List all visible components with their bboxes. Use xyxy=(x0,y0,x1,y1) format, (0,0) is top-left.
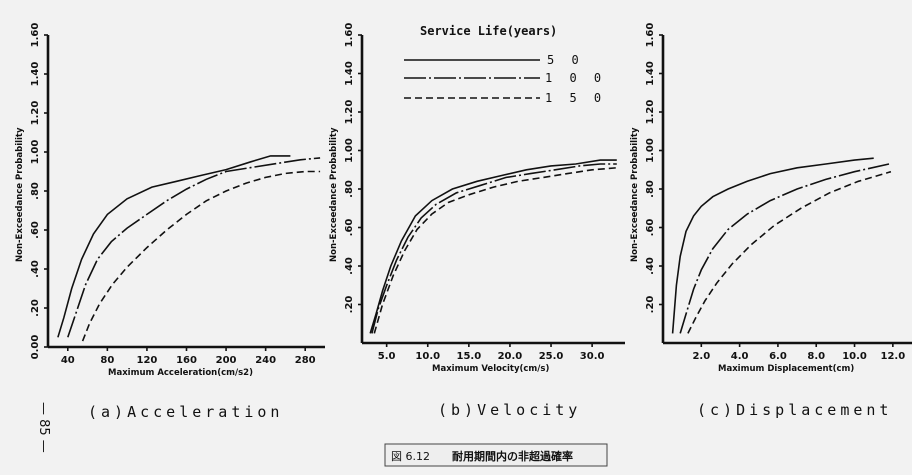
series-line-100 xyxy=(371,163,617,334)
y-tick-label: 1.00 xyxy=(344,138,355,163)
panel-caption: (b)Velocity xyxy=(438,401,581,419)
x-tick-label: 120 xyxy=(136,355,157,366)
y-tick-label: 1.20 xyxy=(344,100,355,125)
x-axis-label: Maximum Acceleration(cm/s2) xyxy=(108,368,253,378)
series-line-100 xyxy=(67,157,321,338)
y-tick-label: .20 xyxy=(30,299,41,317)
y-tick-label: 1.00 xyxy=(645,138,656,163)
y-tick-label: 0.00 xyxy=(30,335,41,360)
y-tick-label: .80 xyxy=(30,182,41,200)
series-line-50 xyxy=(57,155,291,338)
legend: Service Life(years) 5 0 1 0 0 1 5 0 xyxy=(404,24,606,105)
x-axis-label: Maximum Velocity(cm/s) xyxy=(432,364,549,374)
series-line-150 xyxy=(687,170,892,334)
figure-caption-box: 図 6.12 耐用期間内の非超過確率 xyxy=(384,443,608,467)
panel-caption: (a)Acceleration xyxy=(88,403,283,421)
x-axis-label: Maximum Displacement(cm) xyxy=(718,364,854,374)
y-tick-label: 1.60 xyxy=(30,23,41,48)
legend-label-50: 5 0 xyxy=(547,53,584,67)
y-tick-label: .60 xyxy=(645,219,656,237)
chart-panel-1: 0.00 .20 .40 .60 .80 1.00 1.20 1.40 1.60 40 80 120 1… xyxy=(15,23,325,421)
y-tick-label: .60 xyxy=(344,219,355,237)
y-axis-label: Non-Exceedance Probability xyxy=(15,127,25,262)
y-tick-label: .80 xyxy=(344,180,355,198)
y-tick-label: 1.00 xyxy=(30,140,41,165)
y-axis-label: Non-Exceedance Probability xyxy=(630,127,640,262)
y-tick-label: 1.60 xyxy=(645,23,656,48)
y-tick-label: .40 xyxy=(344,257,355,275)
x-tick-label: 25.0 xyxy=(539,351,564,362)
x-tick-label: 240 xyxy=(255,355,276,366)
y-tick-label: .20 xyxy=(344,296,355,314)
x-tick-label: 10.0 xyxy=(415,351,440,362)
figure-title: 耐用期間内の非超過確率 xyxy=(452,449,573,463)
y-tick-label: .60 xyxy=(30,221,41,239)
y-tick-label: .80 xyxy=(645,180,656,198)
legend-title: Service Life(years) xyxy=(420,24,557,38)
y-tick-label: 1.40 xyxy=(645,61,656,86)
x-tick-label: 2.0 xyxy=(692,351,710,362)
y-tick-label: 1.40 xyxy=(30,62,41,87)
panel-caption: (c)Displacement xyxy=(697,401,892,419)
legend-label-100: 1 0 0 xyxy=(545,71,606,85)
x-tick-label: 40 xyxy=(61,355,75,366)
series-line-150 xyxy=(81,170,321,342)
figure-number: 図 6.12 xyxy=(391,450,430,463)
x-tick-label: 5.0 xyxy=(378,351,396,362)
y-tick-label: .20 xyxy=(645,296,656,314)
y-tick-label: .40 xyxy=(30,260,41,278)
y-axis-label: Non-Exceedance Probability xyxy=(329,127,339,262)
chart-panel-3: .20 .40 .60 .80 1.00 1.20 1.40 1.60 2.0 4.0 6.0 8.0… xyxy=(630,23,912,419)
y-tick-label: 1.20 xyxy=(30,101,41,126)
x-tick-label: 200 xyxy=(216,355,237,366)
series-line-100 xyxy=(679,163,890,334)
series-line-150 xyxy=(373,167,617,334)
x-tick-label: 20.0 xyxy=(498,351,523,362)
x-tick-label: 30.0 xyxy=(580,351,605,362)
y-tick-label: .40 xyxy=(645,257,656,275)
x-tick-label: 15.0 xyxy=(457,351,482,362)
x-tick-label: 6.0 xyxy=(769,351,787,362)
legend-label-150: 1 5 0 xyxy=(545,91,606,105)
series-line-50 xyxy=(369,159,617,334)
page-number: — 85 — xyxy=(36,402,51,453)
x-tick-label: 4.0 xyxy=(731,351,749,362)
x-tick-label: 10.0 xyxy=(842,351,867,362)
x-tick-label: 80 xyxy=(100,355,114,366)
figure-caption-frame xyxy=(384,443,608,467)
x-tick-label: 12.0 xyxy=(881,351,906,362)
y-tick-label: 1.60 xyxy=(344,23,355,48)
y-tick-label: 1.40 xyxy=(344,61,355,86)
chart-panel-2: .20 .40 .60 .80 1.00 1.20 1.40 1.60 5.0 10.0 15.0 2… xyxy=(329,23,625,419)
x-tick-label: 280 xyxy=(295,355,316,366)
x-tick-label: 8.0 xyxy=(807,351,825,362)
x-tick-label: 160 xyxy=(176,355,197,366)
series-line-50 xyxy=(671,157,874,334)
y-tick-label: 1.20 xyxy=(645,100,656,125)
